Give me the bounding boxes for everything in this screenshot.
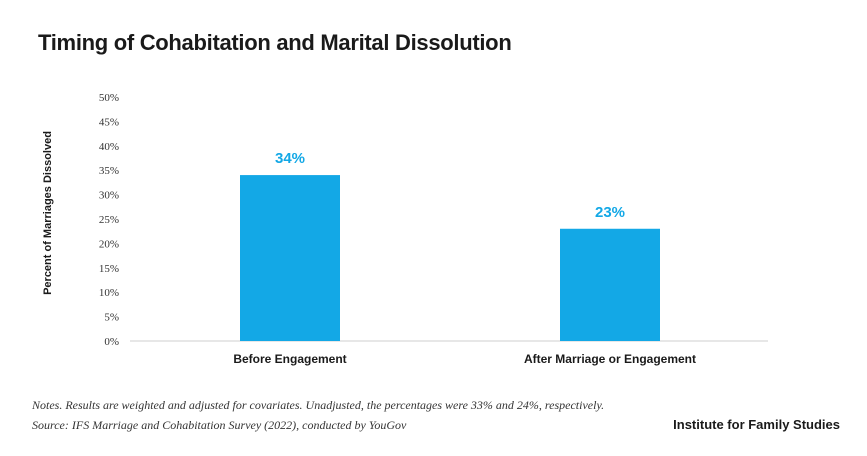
y-axis-label: Percent of Marriages Dissolved — [42, 131, 54, 295]
notes-text: Notes. Results are weighted and adjusted… — [32, 398, 605, 412]
y-tick-label: 15% — [99, 263, 119, 275]
data-label: 23% — [595, 204, 625, 221]
chart-title: Timing of Cohabitation and Marital Disso… — [38, 30, 512, 55]
bar — [240, 175, 340, 341]
y-tick-label: 20% — [99, 238, 119, 250]
y-tick-label: 50% — [99, 92, 119, 104]
y-tick-label: 0% — [104, 336, 119, 348]
source-text: Source: IFS Marriage and Cohabitation Su… — [32, 418, 407, 432]
y-tick-label: 40% — [99, 141, 119, 153]
y-tick-label: 5% — [104, 312, 119, 324]
y-tick-label: 10% — [99, 287, 119, 299]
y-tick-label: 35% — [99, 165, 119, 177]
category-label: Before Engagement — [233, 352, 346, 366]
y-tick-label: 25% — [99, 214, 119, 226]
data-label: 34% — [275, 150, 305, 167]
bar — [560, 228, 660, 341]
category-label: After Marriage or Engagement — [524, 352, 696, 366]
y-tick-label: 45% — [99, 116, 119, 128]
y-tick-label: 30% — [99, 190, 119, 202]
organization-label: Institute for Family Studies — [673, 417, 840, 432]
